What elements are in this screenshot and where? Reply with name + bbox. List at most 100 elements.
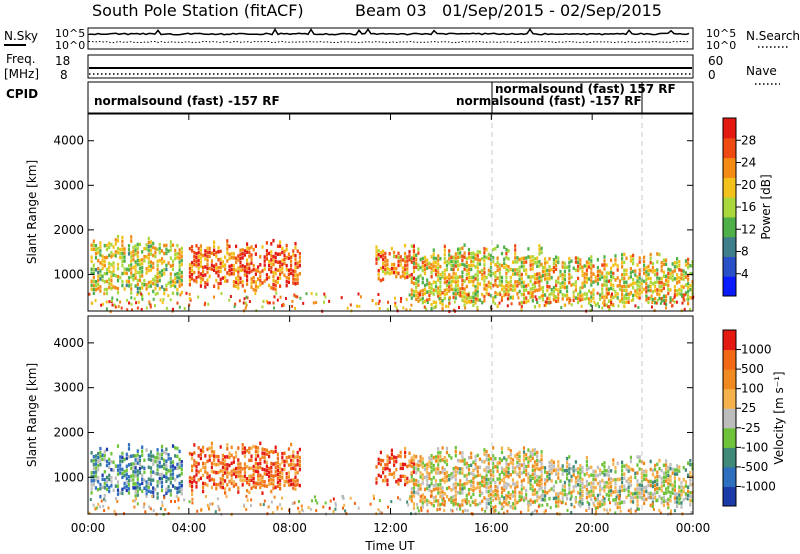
data-cell [195,264,198,268]
data-cell [654,300,657,305]
data-cell [507,455,510,459]
data-cell [428,297,431,301]
data-cell [514,502,517,506]
data-cell [252,468,255,473]
data-cell [276,468,279,472]
data-cell [561,273,564,277]
data-cell [373,497,375,500]
data-cell [176,301,179,305]
data-cell [603,267,606,271]
data-cell [487,501,490,506]
data-cell [439,502,442,507]
data-cell [632,492,635,496]
data-cell [199,272,202,276]
data-cell [285,255,288,260]
data-cell [467,251,471,256]
data-cell [145,255,148,259]
data-cell [579,504,582,508]
data-cell [195,256,198,260]
data-cell [546,479,549,483]
data-cell [555,504,558,508]
data-cell [506,291,509,295]
data-cell [452,486,455,491]
data-cell [415,289,418,293]
data-cell [112,245,115,249]
data-cell [178,465,181,470]
data-cell [592,485,595,489]
data-cell [579,266,582,270]
data-cell [561,468,564,472]
data-cell [287,483,290,487]
data-cell [272,238,275,243]
data-cell [618,477,621,481]
data-cell [596,505,599,510]
data-cell [248,446,251,451]
data-cell [141,294,144,298]
data-cell [647,300,650,305]
data-cell [138,483,142,487]
data-cell [149,466,153,470]
data-cell [279,260,282,264]
data-cell [496,244,499,248]
data-cell [419,475,422,479]
data-cell [441,502,444,506]
data-cell [687,473,690,477]
data-cell [432,292,435,296]
data-cell [121,251,124,256]
data-cell [649,459,652,464]
data-cell [625,479,628,484]
data-cell [531,464,534,468]
data-cell [426,486,429,491]
data-cell [516,472,519,477]
data-cell [555,472,558,476]
data-cell [667,271,670,276]
data-cell [621,293,624,297]
data-cell [246,498,249,502]
data-cell [165,491,168,495]
data-cell [518,277,521,282]
data-cell [232,272,235,276]
data-cell [687,257,690,262]
data-cell [119,491,122,495]
data-cell [557,299,560,303]
data-cell [180,246,183,251]
data-cell [625,284,628,288]
data-cell [516,480,519,485]
data-cell [408,250,411,254]
data-cell [178,284,181,288]
data-cell [548,293,551,297]
xtick-label: 20:00 [575,521,610,535]
data-cell [138,471,142,475]
data-cell [687,493,690,497]
data-cell [127,252,131,256]
data-cell [141,449,144,453]
data-cell [662,262,665,266]
data-cell [643,501,646,506]
data-cell [296,265,299,269]
data-cell [261,451,264,455]
data-cell [596,465,599,470]
data-cell [645,266,648,270]
data-cell [178,449,181,454]
data-cell [689,503,692,507]
data-cell [121,243,124,248]
data-cell [678,485,681,489]
data-cell [397,496,399,500]
data-cell [101,266,104,271]
data-cell [636,463,639,467]
data-cell [494,275,497,279]
data-cell [520,498,523,502]
data-cell [235,470,238,475]
data-cell [459,507,462,511]
data-cell [636,283,639,287]
data-cell [132,462,135,466]
data-cell [505,283,508,288]
data-cell [505,466,508,470]
data-cell [590,279,593,283]
data-cell [585,272,588,276]
data-cell [533,488,537,492]
data-cell [329,499,332,503]
data-cell [474,458,477,463]
data-cell [142,505,145,509]
data-cell [328,506,331,510]
